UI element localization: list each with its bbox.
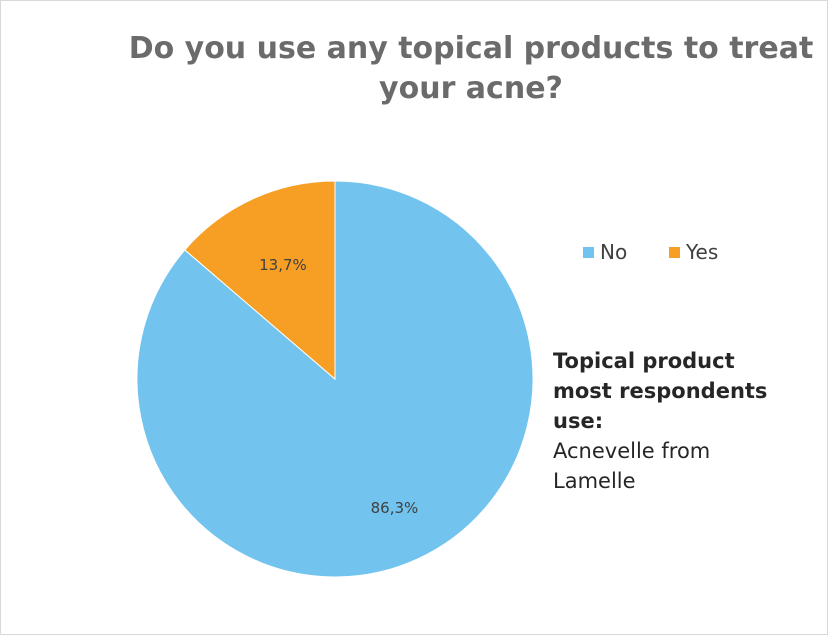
pie-slice-labels: 86,3% 13,7% xyxy=(259,256,418,517)
legend-label-no: No xyxy=(600,240,628,264)
chart-title-line-2: your acne? xyxy=(379,71,563,106)
legend-swatch-no xyxy=(583,246,594,258)
annotation-heading-line-1: Topical product xyxy=(553,349,735,373)
pie-label-yes: 13,7% xyxy=(259,256,307,274)
pie-slice-yes xyxy=(184,180,336,381)
annotation-heading-line-3: use: xyxy=(553,409,604,433)
pie-label-no: 86,3% xyxy=(371,499,419,517)
chart-title: Do you use any topical products to treat… xyxy=(121,29,821,109)
legend-item-yes: Yes xyxy=(669,240,718,264)
legend-label-yes: Yes xyxy=(686,240,719,264)
annotation-body-line-2: Lamelle xyxy=(553,469,636,493)
legend-item-no: No xyxy=(583,240,627,264)
annotation-body-line-1: Acnevelle from xyxy=(553,439,711,463)
chart-title-line-1: Do you use any topical products to treat xyxy=(128,31,814,66)
pie-slices xyxy=(136,180,534,578)
legend-swatch-yes xyxy=(669,246,680,258)
annotation-note: Topical product most respondents use: Ac… xyxy=(553,346,823,496)
annotation-heading-line-2: most respondents xyxy=(553,379,768,403)
